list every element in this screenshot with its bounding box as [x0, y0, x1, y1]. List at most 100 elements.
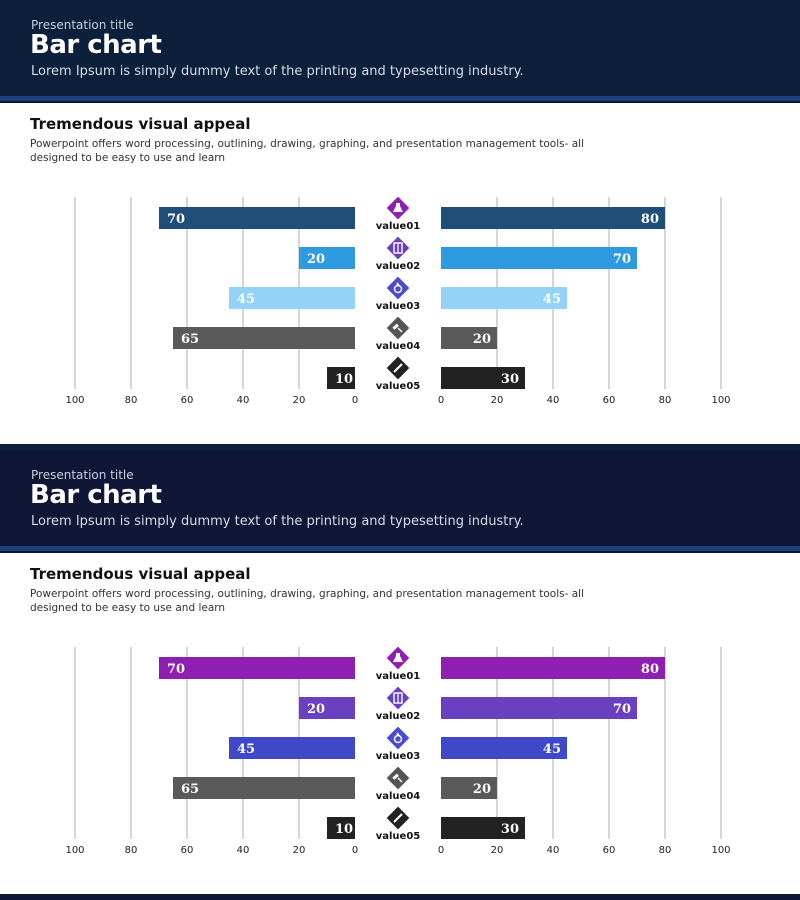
x-tick-label: 80	[659, 395, 672, 406]
bar-left	[159, 207, 355, 229]
bar-left	[299, 697, 355, 719]
header-rule	[0, 96, 800, 101]
category-label: value04	[376, 791, 421, 802]
data-label: 10	[335, 372, 353, 387]
header-rule-shadow	[0, 551, 800, 553]
bar-left	[229, 737, 355, 759]
bar-right	[441, 247, 637, 269]
category-label: value03	[376, 751, 421, 762]
x-tick-label: 40	[547, 845, 560, 856]
header-band: Presentation title Bar chart Lorem Ipsum…	[0, 0, 800, 96]
page-subtitle: Lorem Ipsum is simply dummy text of the …	[31, 64, 524, 79]
category-label: value05	[376, 831, 421, 842]
section-title: Tremendous visual appeal	[30, 115, 251, 133]
data-label: 70	[613, 252, 631, 267]
slide-1: Presentation title Bar chart Lorem Ipsum…	[0, 0, 800, 450]
x-tick-label: 20	[491, 845, 504, 856]
pen-icon	[393, 363, 403, 373]
icon-diamond	[386, 726, 410, 750]
footer-bar	[0, 444, 800, 450]
slide-2: Presentation title Bar chart Lorem Ipsum…	[0, 450, 800, 900]
category-label: value01	[376, 671, 421, 682]
x-tick-label: 100	[65, 395, 84, 406]
data-label: 70	[167, 662, 185, 677]
icon-diamond	[386, 276, 410, 300]
bar-left	[159, 657, 355, 679]
section-title: Tremendous visual appeal	[30, 565, 251, 583]
gavel-icon	[392, 323, 403, 333]
x-tick-label: 100	[65, 845, 84, 856]
data-label: 45	[543, 292, 561, 307]
bar-right	[441, 207, 665, 229]
category-label: value02	[376, 261, 421, 272]
bar-right	[441, 737, 567, 759]
x-tick-label: 60	[181, 845, 194, 856]
x-tick-label: 20	[293, 845, 306, 856]
book-icon	[393, 692, 403, 704]
x-tick-label: 80	[659, 845, 672, 856]
x-tick-label: 0	[438, 395, 444, 406]
presentation-title: Presentation title	[31, 18, 134, 32]
bar-right	[441, 327, 497, 349]
bar-left	[327, 817, 355, 839]
section-description: Powerpoint offers word processing, outli…	[30, 138, 584, 164]
bar-left	[173, 327, 355, 349]
data-label: 20	[473, 332, 491, 347]
bar-right	[441, 367, 525, 389]
data-label: 45	[543, 742, 561, 757]
data-label: 20	[307, 252, 325, 267]
data-label: 45	[237, 292, 255, 307]
data-label: 10	[335, 822, 353, 837]
x-tick-label: 20	[293, 395, 306, 406]
x-tick-label: 20	[491, 395, 504, 406]
x-tick-label: 60	[603, 395, 616, 406]
x-tick-label: 60	[603, 845, 616, 856]
gavel-icon	[392, 773, 403, 783]
book-icon	[393, 242, 403, 254]
x-tick-label: 100	[711, 845, 730, 856]
bar-right	[441, 817, 525, 839]
bar-chart: 0 0 20 20 40 40 60 60 80 80 100 100 70 80 value01 20 70 v…	[65, 196, 731, 406]
bar-chart: 0 0 20 20 40 40 60 60 80 80 100 100 70 80 value01 20 70 v…	[65, 646, 731, 856]
x-tick-label: 80	[125, 395, 138, 406]
data-label: 30	[501, 822, 519, 837]
x-tick-label: 40	[237, 395, 250, 406]
data-label: 45	[237, 742, 255, 757]
x-tick-label: 100	[711, 395, 730, 406]
data-label: 20	[307, 702, 325, 717]
bar-left	[173, 777, 355, 799]
bar-right	[441, 657, 665, 679]
x-tick-label: 40	[547, 395, 560, 406]
category-label: value02	[376, 711, 421, 722]
flask-icon	[393, 203, 403, 212]
category-label: value01	[376, 221, 421, 232]
bar-right	[441, 697, 637, 719]
category-label: value05	[376, 381, 421, 392]
bar-right	[441, 777, 497, 799]
category-label: value04	[376, 341, 421, 352]
footer-bar	[0, 894, 800, 900]
x-tick-label: 0	[352, 395, 358, 406]
x-tick-label: 60	[181, 395, 194, 406]
data-label: 65	[181, 332, 199, 347]
x-tick-label: 0	[438, 845, 444, 856]
data-label: 65	[181, 782, 199, 797]
presentation-title: Presentation title	[31, 468, 134, 482]
data-label: 20	[473, 782, 491, 797]
bar-left	[229, 287, 355, 309]
x-tick-label: 80	[125, 845, 138, 856]
header-rule-shadow	[0, 101, 800, 103]
page-subtitle: Lorem Ipsum is simply dummy text of the …	[31, 514, 524, 529]
bar-left	[299, 247, 355, 269]
section-description: Powerpoint offers word processing, outli…	[30, 588, 584, 614]
data-label: 70	[167, 212, 185, 227]
bar-right	[441, 287, 567, 309]
x-tick-label: 0	[352, 845, 358, 856]
pen-icon	[393, 813, 403, 823]
microscope-icon	[393, 282, 403, 294]
header-band: Presentation title Bar chart Lorem Ipsum…	[0, 450, 800, 546]
x-tick-label: 40	[237, 845, 250, 856]
data-label: 80	[641, 212, 659, 227]
page-title: Bar chart	[30, 480, 162, 510]
category-label: value03	[376, 301, 421, 312]
